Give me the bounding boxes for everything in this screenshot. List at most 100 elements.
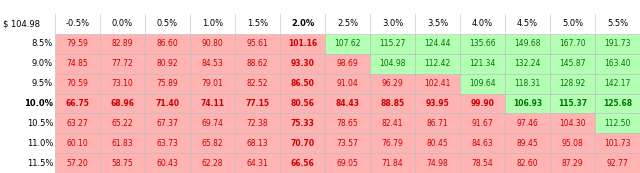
Text: 0.5%: 0.5% [157,20,178,29]
Text: 74.11: 74.11 [200,99,225,108]
Bar [55,113,100,133]
Text: 163.40: 163.40 [604,59,631,68]
Text: 71.40: 71.40 [156,99,179,108]
Text: 96.29: 96.29 [381,79,403,88]
Bar [280,113,325,133]
Text: 10.0%: 10.0% [24,99,53,108]
Text: 82.89: 82.89 [112,39,133,48]
Bar [370,113,415,133]
Text: 57.20: 57.20 [67,159,88,168]
Text: 78.54: 78.54 [472,159,493,168]
Bar [100,54,145,74]
Text: 77.72: 77.72 [111,59,133,68]
Bar [550,34,595,54]
Bar [235,94,280,113]
Text: $ 104.98: $ 104.98 [3,20,40,29]
Text: 73.57: 73.57 [337,139,358,148]
Text: 63.73: 63.73 [157,139,179,148]
Bar [145,113,190,133]
Bar [550,54,595,74]
Bar [325,74,370,94]
Bar [325,34,370,54]
Text: 93.95: 93.95 [426,99,449,108]
Bar [370,133,415,153]
Text: 11.0%: 11.0% [27,139,53,148]
Bar [505,94,550,113]
Bar [415,113,460,133]
Bar [460,54,505,74]
Bar [190,133,235,153]
Bar [145,34,190,54]
Bar [235,113,280,133]
Text: 80.56: 80.56 [291,99,314,108]
Text: 69.74: 69.74 [202,119,223,128]
Text: 145.87: 145.87 [559,59,586,68]
Text: 67.37: 67.37 [157,119,179,128]
Text: 1.0%: 1.0% [202,20,223,29]
Bar [460,94,505,113]
Text: 90.80: 90.80 [202,39,223,48]
Bar [280,34,325,54]
Text: 70.59: 70.59 [67,79,88,88]
Bar [370,94,415,113]
Bar [100,94,145,113]
Bar [415,153,460,173]
Bar [415,94,460,113]
Text: 9.0%: 9.0% [32,59,53,68]
Text: 65.22: 65.22 [112,119,133,128]
Text: 149.68: 149.68 [515,39,541,48]
Bar [280,94,325,113]
Text: 0.0%: 0.0% [112,20,133,29]
Text: 101.73: 101.73 [604,139,631,148]
Text: 82.52: 82.52 [247,79,268,88]
Text: 75.89: 75.89 [157,79,179,88]
Bar [325,153,370,173]
Text: 62.28: 62.28 [202,159,223,168]
Bar [550,153,595,173]
Text: 102.41: 102.41 [424,79,451,88]
Text: 86.60: 86.60 [157,39,179,48]
Bar [595,54,640,74]
Bar [55,94,100,113]
Bar [550,113,595,133]
Text: 5.5%: 5.5% [607,20,628,29]
Bar [145,133,190,153]
Bar [190,153,235,173]
Text: 101.16: 101.16 [288,39,317,48]
Bar [460,74,505,94]
Bar [595,94,640,113]
Text: 84.63: 84.63 [472,139,493,148]
Text: 58.75: 58.75 [111,159,133,168]
Bar [145,94,190,113]
Text: 5.0%: 5.0% [562,20,583,29]
Text: 132.24: 132.24 [515,59,541,68]
Bar [550,133,595,153]
Bar [100,74,145,94]
Bar [280,133,325,153]
Text: 106.93: 106.93 [513,99,542,108]
Bar [505,133,550,153]
Text: 71.84: 71.84 [381,159,403,168]
Bar [415,34,460,54]
Text: 4.0%: 4.0% [472,20,493,29]
Text: 63.27: 63.27 [67,119,88,128]
Bar [595,113,640,133]
Text: 66.56: 66.56 [291,159,314,168]
Text: 64.31: 64.31 [246,159,268,168]
Bar [55,74,100,94]
Text: 86.71: 86.71 [427,119,448,128]
Bar [550,74,595,94]
Text: 61.83: 61.83 [112,139,133,148]
Bar [325,113,370,133]
Text: 91.67: 91.67 [472,119,493,128]
Bar [505,54,550,74]
Bar [55,34,100,54]
Bar [100,133,145,153]
Text: 65.82: 65.82 [202,139,223,148]
Bar [595,133,640,153]
Text: 88.62: 88.62 [247,59,268,68]
Bar [145,74,190,94]
Text: 72.38: 72.38 [246,119,268,128]
Text: 2.5%: 2.5% [337,20,358,29]
Text: 74.85: 74.85 [67,59,88,68]
